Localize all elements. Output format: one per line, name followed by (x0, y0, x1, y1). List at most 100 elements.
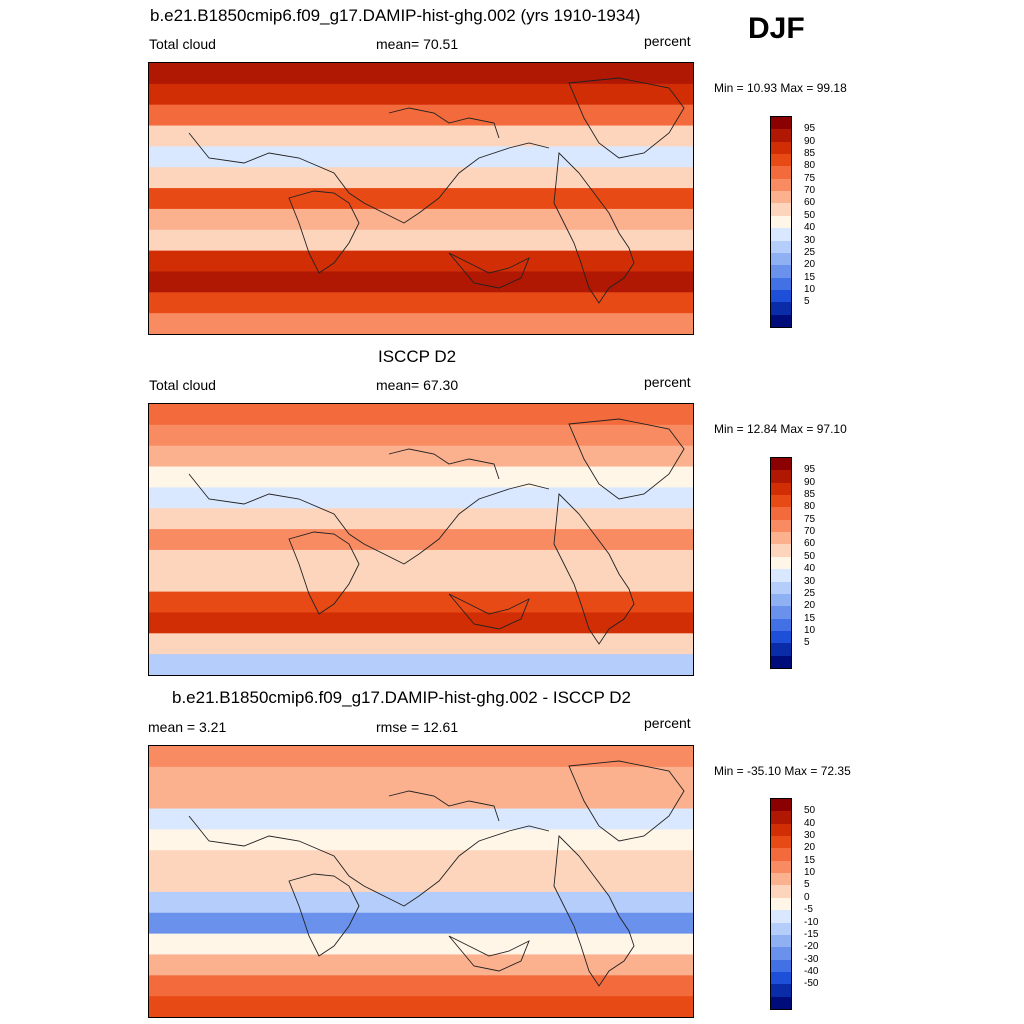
colorbar-swatch (771, 203, 791, 217)
colorbar-swatch (771, 643, 791, 657)
colorbar-swatch (771, 265, 791, 279)
colorbar-tick-label: 90 (804, 135, 816, 147)
colorbar-tick-label: 10 (804, 283, 816, 295)
colorbar-tick-label: 15 (804, 854, 816, 866)
colorbar-swatch (771, 984, 791, 998)
panel-3-units-label: percent (644, 715, 691, 731)
colorbar-swatch (771, 836, 791, 849)
colorbar-tick-label: 60 (804, 197, 816, 209)
zonal-band-0 (149, 63, 693, 85)
panel-2-title: ISCCP D2 (378, 347, 457, 366)
zonal-band-8 (149, 912, 693, 935)
panel-3-minmax: Min = -35.10 Max = 72.35 (714, 764, 851, 778)
coastline-5 (388, 107, 500, 139)
zonal-band-2 (149, 787, 693, 810)
colorbar-tick-label: 5 (804, 296, 810, 308)
zonal-band-8 (149, 570, 693, 593)
colorbar-swatch (771, 519, 791, 533)
colorbar-tick-label: -40 (804, 965, 819, 977)
colorbar-swatch (771, 532, 791, 545)
colorbar-tick-label: 20 (804, 600, 816, 612)
colorbar-swatch (771, 947, 791, 961)
zonal-band-7 (149, 208, 693, 231)
panel-1-minmax: Min = 10.93 Max = 99.18 (714, 81, 847, 95)
colorbar-tick-label: 5 (804, 637, 810, 649)
colorbar-swatch (771, 630, 791, 644)
panel-2-minmax: Min = 12.84 Max = 97.10 (714, 422, 847, 436)
coastline-1 (288, 873, 360, 957)
zonal-band-5 (149, 850, 693, 872)
colorbar-swatch (771, 544, 791, 558)
colorbar-tick-label: 50 (804, 209, 816, 221)
colorbar-swatch (771, 507, 791, 521)
zonal-band-7 (149, 549, 693, 572)
colorbar-swatch (771, 910, 791, 924)
zonal-band-5 (149, 508, 693, 530)
coastline-1 (288, 531, 360, 615)
colorbar-tick-label: 40 (804, 817, 816, 829)
coastline-1 (288, 190, 360, 274)
colorbar-swatch (771, 215, 791, 229)
colorbar-swatch (771, 289, 791, 303)
colorbar-tick-label: 30 (804, 234, 816, 246)
colorbar-tick-label: 75 (804, 172, 816, 184)
colorbar-tick-label: 75 (804, 513, 816, 525)
panel-2-units-label: percent (644, 374, 691, 390)
colorbar-swatch (771, 482, 791, 496)
zonal-band-7 (149, 891, 693, 914)
zonal-band-12 (149, 654, 693, 675)
zonal-band-9 (149, 933, 693, 956)
colorbar-swatch (771, 228, 791, 242)
panel-1-variable-label: Total cloud (149, 36, 216, 52)
zonal-band-3 (149, 125, 693, 148)
colorbar-swatch (771, 860, 791, 874)
coastline-3 (553, 835, 635, 987)
coastline-2 (448, 252, 530, 289)
colorbar-swatch (771, 606, 791, 620)
colorbar-swatch (771, 178, 791, 192)
panel-3-rmse-label: rmse = 12.61 (376, 719, 459, 735)
coastline-4 (568, 760, 685, 842)
zonal-band-12 (149, 996, 693, 1017)
coastline-0 (188, 132, 550, 224)
zonal-band-0 (149, 404, 693, 426)
zonal-band-1 (149, 766, 693, 789)
panel-1-units-label: percent (644, 33, 691, 49)
colorbar-tick-label: -15 (804, 928, 819, 940)
colorbar-swatch (771, 495, 791, 508)
panel-3-mean-label: mean = 3.21 (148, 719, 227, 735)
panel-1-map (148, 62, 694, 335)
colorbar-tick-label: 95 (804, 464, 816, 476)
coastline-0 (188, 473, 550, 565)
panel-2-mean-label: mean= 67.30 (376, 377, 459, 393)
zonal-band-4 (149, 146, 693, 169)
panel-1-mean-label: mean= 70.51 (376, 36, 459, 52)
colorbar-swatch (771, 799, 791, 812)
colorbar-tick-label: 95 (804, 123, 816, 135)
colorbar-tick-label: 85 (804, 489, 816, 501)
coastline-4 (568, 77, 685, 159)
colorbar-tick-label: 25 (804, 246, 816, 258)
coastline-2 (448, 935, 530, 972)
colorbar-tick-label: 85 (804, 148, 816, 160)
colorbar-swatch (771, 655, 791, 669)
colorbar-tick-label: 80 (804, 160, 816, 172)
colorbar-swatch (771, 996, 791, 1010)
colorbar-tick-label: -30 (804, 953, 819, 965)
colorbar-tick-label: 20 (804, 259, 816, 271)
colorbar-swatch (771, 922, 791, 936)
colorbar-swatch (771, 191, 791, 204)
zonal-band-11 (149, 633, 693, 655)
panel-3-map (148, 745, 694, 1018)
colorbar-swatch (771, 314, 791, 328)
coastline-0 (188, 815, 550, 907)
colorbar-tick-label: 10 (804, 624, 816, 636)
coastline-3 (553, 152, 635, 304)
panel-2-colorbar (770, 457, 792, 669)
colorbar-swatch (771, 129, 791, 143)
colorbar-swatch (771, 117, 791, 130)
coastline-2 (448, 593, 530, 630)
colorbar-swatch (771, 618, 791, 632)
colorbar-swatch (771, 848, 791, 862)
colorbar-tick-label: 20 (804, 842, 816, 854)
